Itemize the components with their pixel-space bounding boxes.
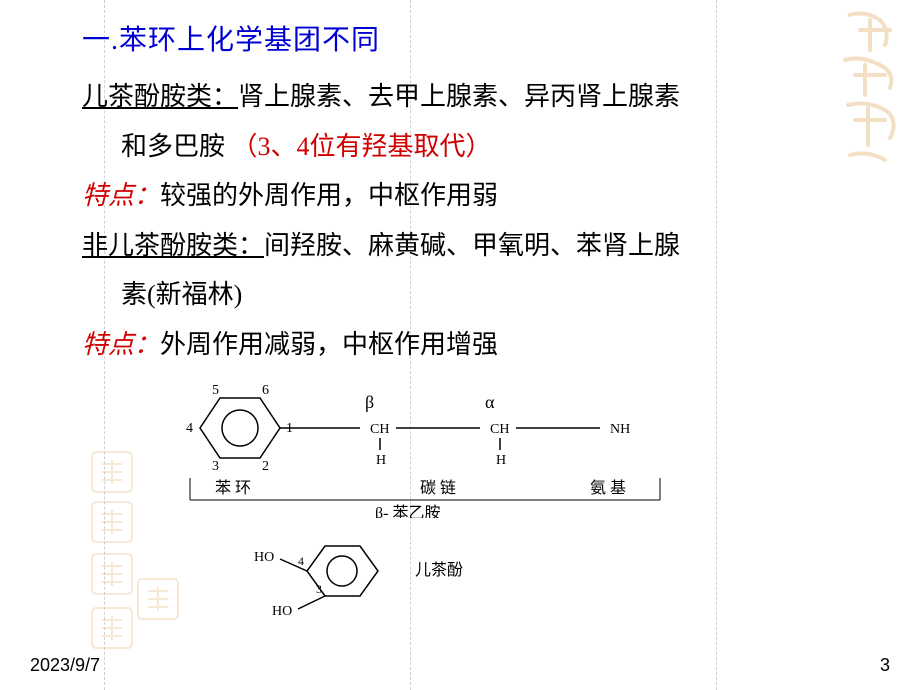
catechol-diagram: HO 4 HO 3 儿茶酚	[250, 531, 550, 621]
ring-num: 3	[212, 459, 219, 474]
pos-4: 4	[298, 554, 304, 568]
stamp-icon	[88, 448, 136, 496]
structure-diagram: 1 2 3 4 5 6 CH β H CH α H NH 苯 环 碳 链 氨 基…	[140, 378, 760, 518]
text: 外周作用减弱，中枢作用增强	[160, 330, 498, 359]
page-number: 3	[880, 655, 890, 676]
stamp-icon	[88, 604, 136, 652]
category-label: 非儿茶酚胺类：	[82, 231, 264, 260]
slide-content: 一.苯环上化学基团不同 儿茶酚胺类：肾上腺素、去甲上腺素、异丙肾上腺素 和多巴胺…	[0, 0, 920, 366]
catechol-label: 儿茶酚	[415, 561, 463, 579]
slide-title: 一.苯环上化学基团不同	[82, 18, 850, 58]
text-line: 特点：较强的外周作用，中枢作用弱	[82, 175, 850, 217]
text: 素(新福林)	[121, 280, 242, 309]
nh-label: NH	[610, 422, 630, 437]
text-line: 素(新福林)	[82, 274, 850, 316]
h-label: H	[496, 453, 506, 468]
stamp-icon	[88, 498, 136, 546]
text-line: 和多巴胺 （3、4位有羟基取代）	[82, 126, 850, 168]
ho-label: HO	[254, 550, 274, 565]
text-line: 特点：外周作用减弱，中枢作用增强	[82, 324, 850, 366]
text: 间羟胺、麻黄碱、甲氧明、苯肾上腺	[264, 231, 680, 260]
stamp-icon	[88, 550, 136, 598]
ring-num: 6	[262, 383, 269, 398]
ring-num: 2	[262, 459, 269, 474]
ho-label: HO	[272, 604, 292, 619]
alpha-label: α	[485, 392, 495, 412]
footer-date: 2023/9/7	[30, 655, 100, 676]
ch-label: CH	[490, 422, 509, 437]
text: 和多巴胺	[121, 132, 232, 161]
text-red: （3、4位有羟基取代）	[232, 132, 492, 161]
amine-label: 氨 基	[590, 479, 626, 497]
category-label: 儿茶酚胺类：	[82, 82, 238, 111]
chain-label: 碳 链	[420, 479, 456, 497]
ch-label: CH	[370, 422, 389, 437]
text-line: 儿茶酚胺类：肾上腺素、去甲上腺素、异丙肾上腺素	[82, 76, 850, 118]
pos-3: 3	[316, 582, 322, 596]
ring-num: 5	[212, 383, 219, 398]
h-label: H	[376, 453, 386, 468]
ring-num: 4	[186, 421, 193, 436]
compound-label: β- 苯乙胺	[375, 504, 440, 518]
stamp-icon	[134, 575, 182, 623]
feature-label: 特点：	[82, 181, 160, 210]
text: 肾上腺素、去甲上腺素、异丙肾上腺素	[238, 82, 680, 111]
feature-label: 特点：	[82, 330, 160, 359]
ring-label: 苯 环	[215, 479, 251, 497]
beta-label: β	[365, 392, 374, 412]
text: 较强的外周作用，中枢作用弱	[160, 181, 498, 210]
text-line: 非儿茶酚胺类：间羟胺、麻黄碱、甲氧明、苯肾上腺	[82, 225, 850, 267]
